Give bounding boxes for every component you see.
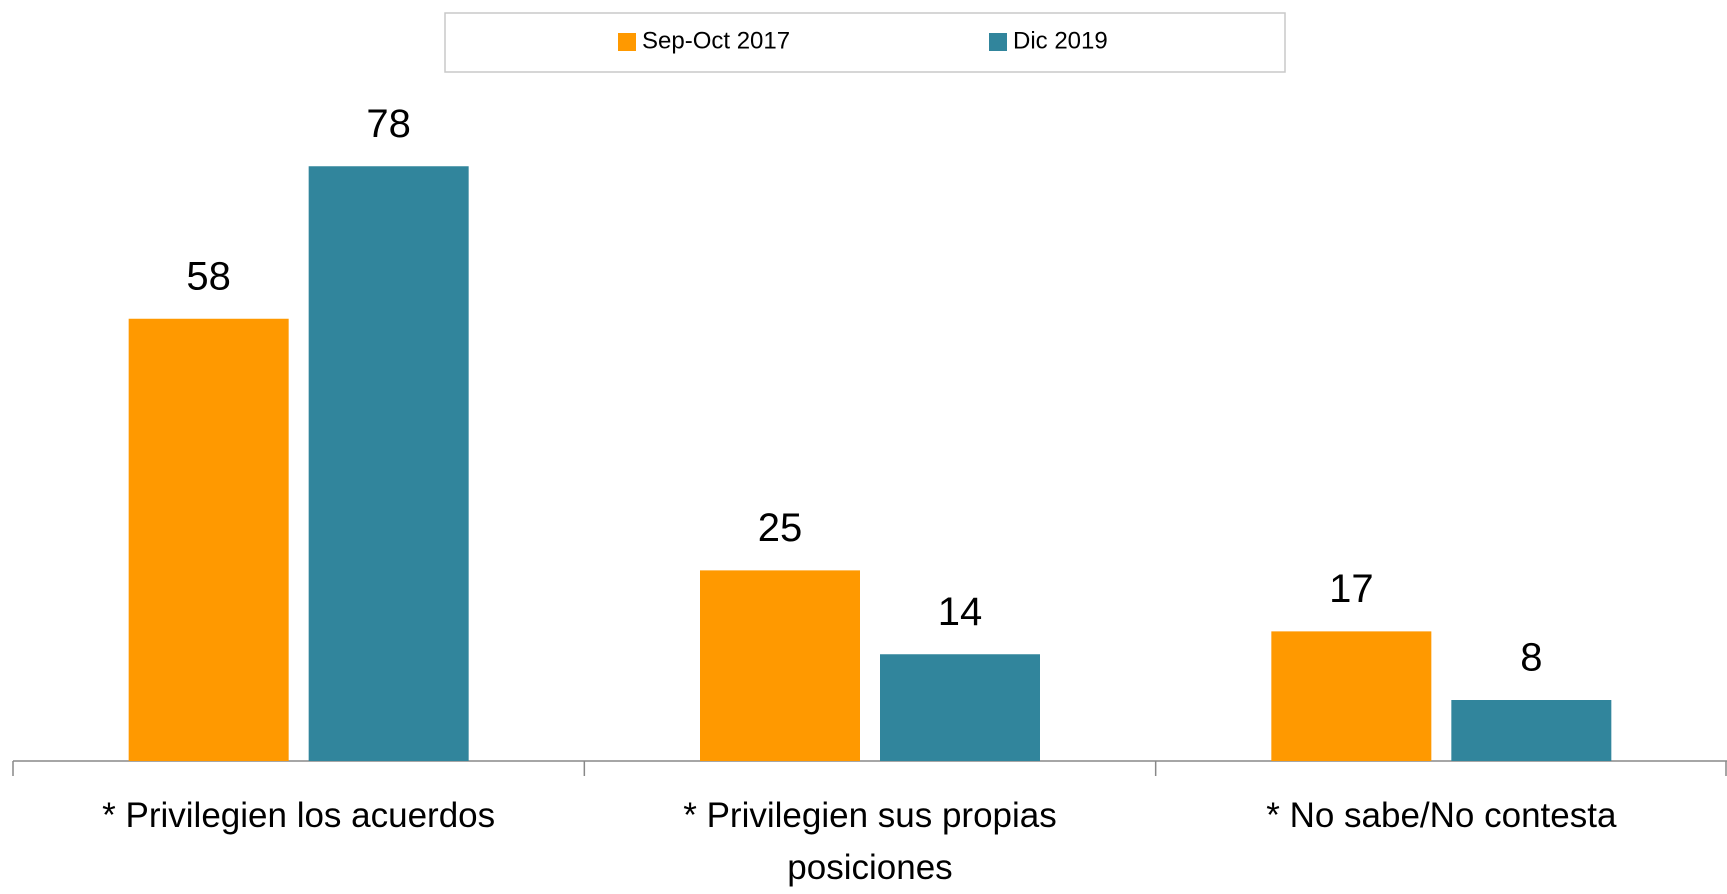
x-tick-label: * Privilegien los acuerdos	[102, 796, 496, 835]
legend-swatch	[618, 33, 636, 51]
data-label: 17	[1329, 567, 1374, 611]
legend-label: Dic 2019	[1013, 27, 1108, 54]
data-label: 8	[1520, 636, 1542, 680]
legend-swatch	[989, 33, 1007, 51]
legend-label: Sep-Oct 2017	[642, 27, 790, 54]
bar	[308, 166, 469, 761]
data-label: 58	[186, 254, 231, 298]
x-tick-label: * Privilegien sus propias posiciones	[683, 796, 1057, 887]
legend-box	[444, 12, 1286, 73]
data-label: 14	[938, 590, 983, 634]
bar	[128, 318, 289, 761]
x-tick-label: * No sabe/No contesta	[1266, 796, 1617, 835]
bar	[1451, 700, 1612, 761]
bar	[880, 654, 1040, 761]
bar	[700, 570, 860, 761]
bar	[1271, 631, 1432, 761]
data-label: 25	[758, 506, 803, 550]
data-label: 78	[366, 102, 411, 146]
